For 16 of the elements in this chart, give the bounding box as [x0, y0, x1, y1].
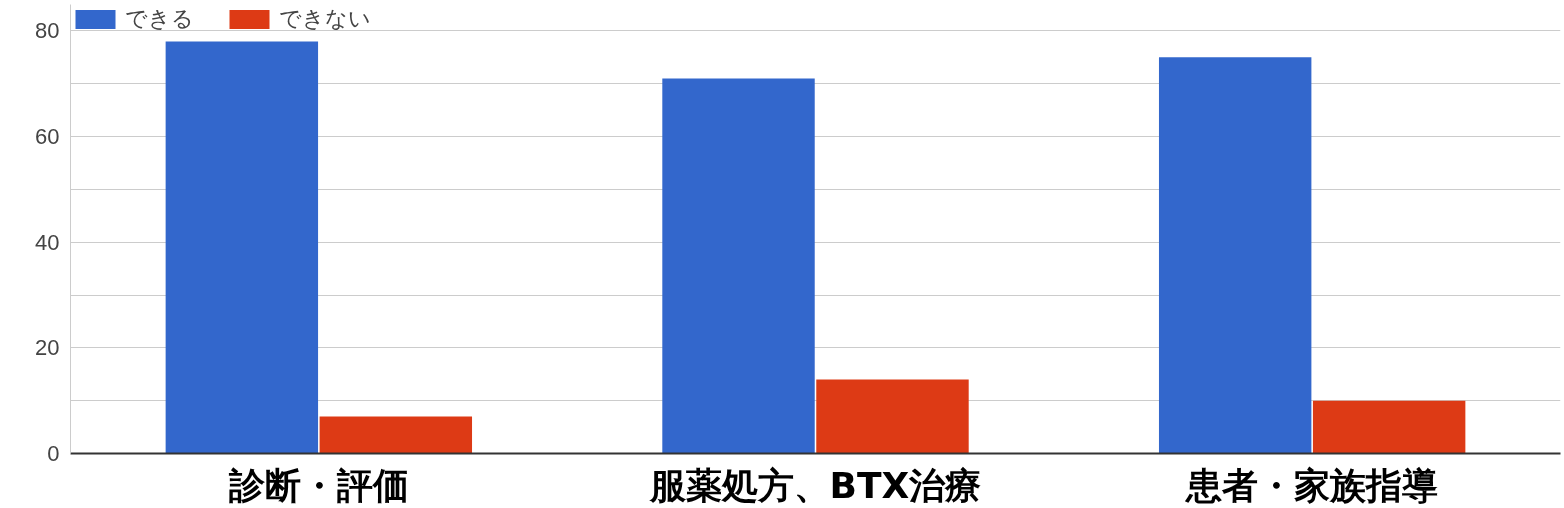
- x-tick-label: 患者・家族指導: [1184, 464, 1439, 506]
- bar: [1158, 57, 1312, 454]
- y-tick-label: 60: [35, 124, 60, 150]
- legend-label: できない: [279, 5, 371, 33]
- y-tick-label: 40: [35, 229, 60, 255]
- y-tick-label: 0: [47, 441, 60, 466]
- y-tick-label: 20: [35, 335, 60, 361]
- bar: [816, 379, 969, 454]
- legend-label: できる: [125, 5, 194, 33]
- x-tick-label: 服薬処方、BTX治療: [648, 464, 982, 506]
- bar: [165, 41, 319, 454]
- bar: [1312, 400, 1466, 454]
- bar: [319, 416, 473, 454]
- x-tick-label: 診断・評価: [227, 464, 409, 506]
- y-tick-label: 80: [35, 18, 60, 44]
- bar: [662, 78, 815, 454]
